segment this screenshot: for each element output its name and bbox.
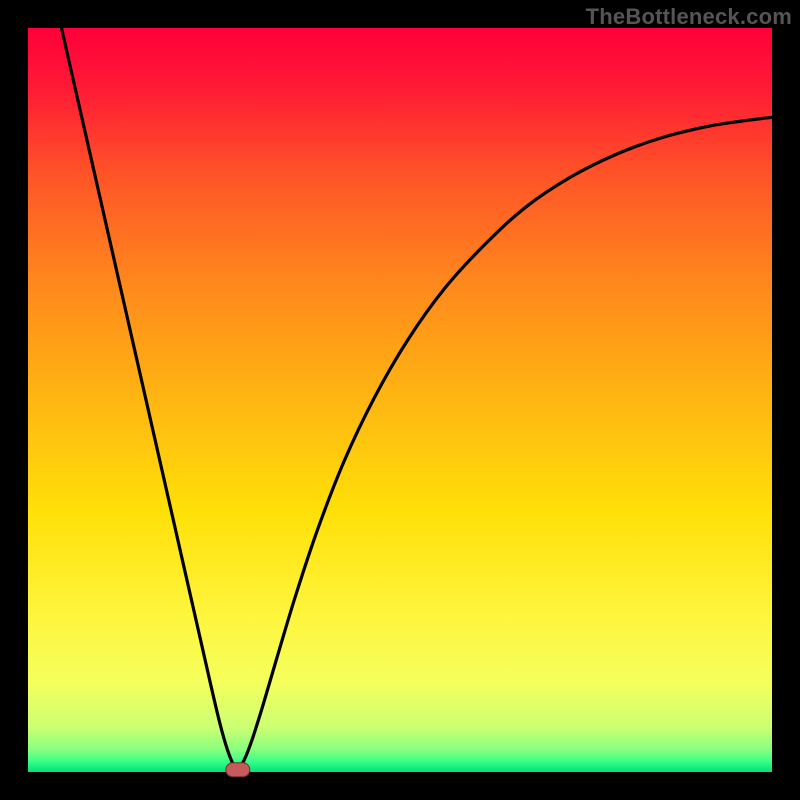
chart-container: TheBottleneck.com xyxy=(0,0,800,800)
gradient-plot-area xyxy=(28,28,772,772)
watermark-text: TheBottleneck.com xyxy=(586,4,792,30)
